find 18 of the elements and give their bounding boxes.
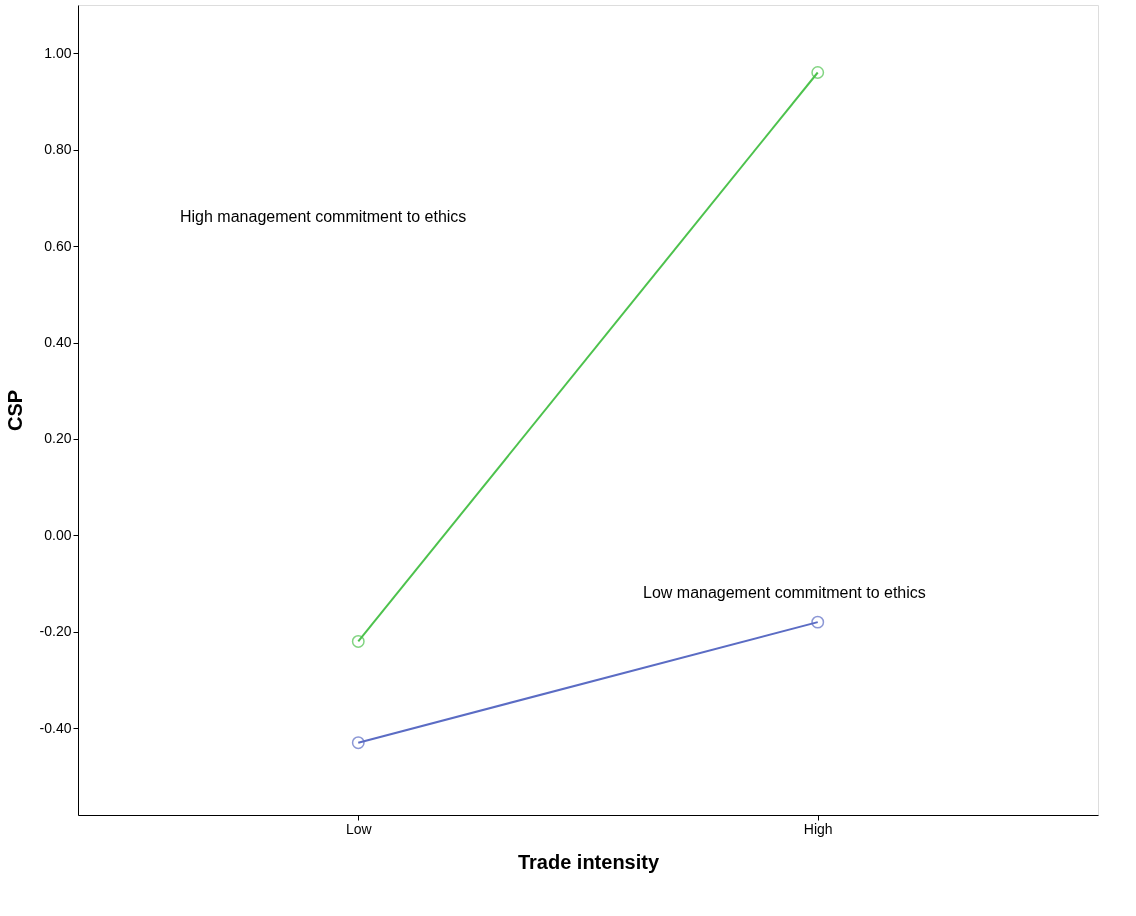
y-tick-label: 0.80 — [44, 141, 72, 158]
y-tick-label: 0.60 — [44, 237, 72, 254]
y-tick-label: 0.20 — [44, 430, 72, 447]
annotation: Low management commitment to ethics — [643, 584, 926, 601]
y-tick-label: 1.00 — [44, 44, 72, 61]
annotation: High management commitment to ethics — [180, 208, 467, 225]
y-tick-label: -0.40 — [39, 719, 72, 736]
y-tick-label: -0.20 — [39, 623, 72, 640]
x-axis-title: Trade intensity — [517, 850, 660, 873]
y-axis-title: CSP — [3, 389, 26, 432]
point — [811, 615, 825, 629]
point — [351, 736, 365, 750]
point — [811, 66, 825, 79]
point — [351, 634, 365, 648]
x-tick-label: High — [803, 820, 833, 837]
x-tick-label: Low — [345, 820, 373, 837]
y-tick-label: 0.00 — [44, 526, 72, 543]
y-tick-label: 0.40 — [44, 334, 72, 350]
